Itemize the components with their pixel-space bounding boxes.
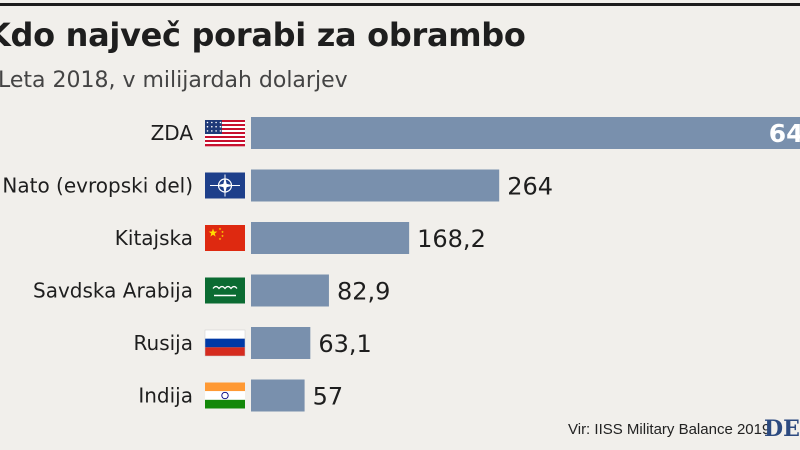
india-flag-green [205, 399, 245, 409]
saudi-arabia-flag-field [205, 277, 245, 304]
value-label-rusija: 63,1 [318, 330, 371, 358]
usa-flag-stripe [205, 142, 245, 145]
china-flag-star [221, 234, 224, 238]
india-flag-saffron [205, 382, 245, 392]
usa-flag-stripe [205, 140, 245, 143]
russia-flag-border [204, 329, 246, 357]
usa-flag-star [211, 130, 213, 132]
usa-flag-stripe [205, 124, 245, 127]
category-label-indija: Indija [138, 384, 193, 408]
category-label-kitajska: Kitajska [115, 226, 193, 250]
bar-zda [251, 117, 800, 149]
value-label-zda: 643,3 [769, 119, 800, 148]
value-label-nato-evropski-del: 264 [507, 173, 553, 201]
usa-flag-stripe [205, 136, 245, 139]
chart-title: Kdo največ porabi za obrambo [0, 16, 526, 54]
delo-logo: DELO [764, 416, 800, 442]
category-label-zda: ZDA [151, 121, 194, 145]
usa-flag-stripe [205, 122, 245, 125]
source-note: Vir: IISS Military Balance 2019 [568, 421, 771, 438]
china-flag-star [208, 228, 218, 237]
usa-flag-star [219, 125, 222, 128]
category-label-nato-evropski-del: Nato (evropski del) [2, 174, 193, 198]
china-flag-star [218, 227, 222, 231]
usa-flag-stripe [205, 134, 245, 137]
top-rule [0, 3, 800, 6]
bar-rusija [251, 327, 311, 359]
russia-flag-white [205, 330, 245, 339]
usa-flag-star [206, 130, 209, 132]
category-label-rusija: Rusija [134, 331, 193, 355]
bar-savdska-arabija [251, 274, 329, 307]
usa-flag-star [215, 121, 217, 124]
russia-flag-red [205, 347, 245, 356]
saudi-arabia-flag-script [212, 285, 238, 290]
usa-flag-canton [205, 120, 222, 134]
india-flag-white [205, 391, 245, 400]
chart-subtitle: Leta 2018, v milijardah dolarjev [0, 68, 348, 93]
china-flag-star [218, 237, 222, 241]
russia-flag-blue [205, 338, 245, 348]
usa-flag-stripe [205, 138, 245, 141]
india-flag-chakra [221, 391, 229, 400]
usa-flag-star [206, 121, 209, 124]
value-label-indija: 57 [313, 383, 344, 411]
usa-flag-star [219, 121, 222, 124]
value-label-kitajska: 168,2 [417, 225, 486, 253]
category-label-savdska-arabija: Savdska Arabija [33, 279, 193, 303]
usa-flag-star [215, 130, 217, 132]
usa-flag-star [206, 125, 209, 128]
usa-flag-stripe [205, 144, 245, 147]
china-flag-field [205, 225, 245, 251]
usa-flag-star [211, 125, 213, 128]
value-label-savdska-arabija: 82,9 [337, 278, 390, 306]
usa-flag-star [211, 121, 213, 124]
usa-flag-stripe [205, 128, 245, 131]
usa-flag-star [215, 125, 217, 128]
usa-flag-star [219, 130, 222, 132]
china-flag-star [221, 230, 224, 234]
usa-flag-stripe [205, 130, 245, 133]
bar-indija [251, 379, 305, 412]
usa-flag-stripe [205, 120, 245, 123]
usa-flag-stripe [205, 126, 245, 129]
usa-flag-stripe [205, 132, 245, 135]
bar-kitajska [251, 222, 410, 254]
nato-flag-star [216, 183, 234, 188]
bar-nato-evropski-del [251, 169, 500, 202]
